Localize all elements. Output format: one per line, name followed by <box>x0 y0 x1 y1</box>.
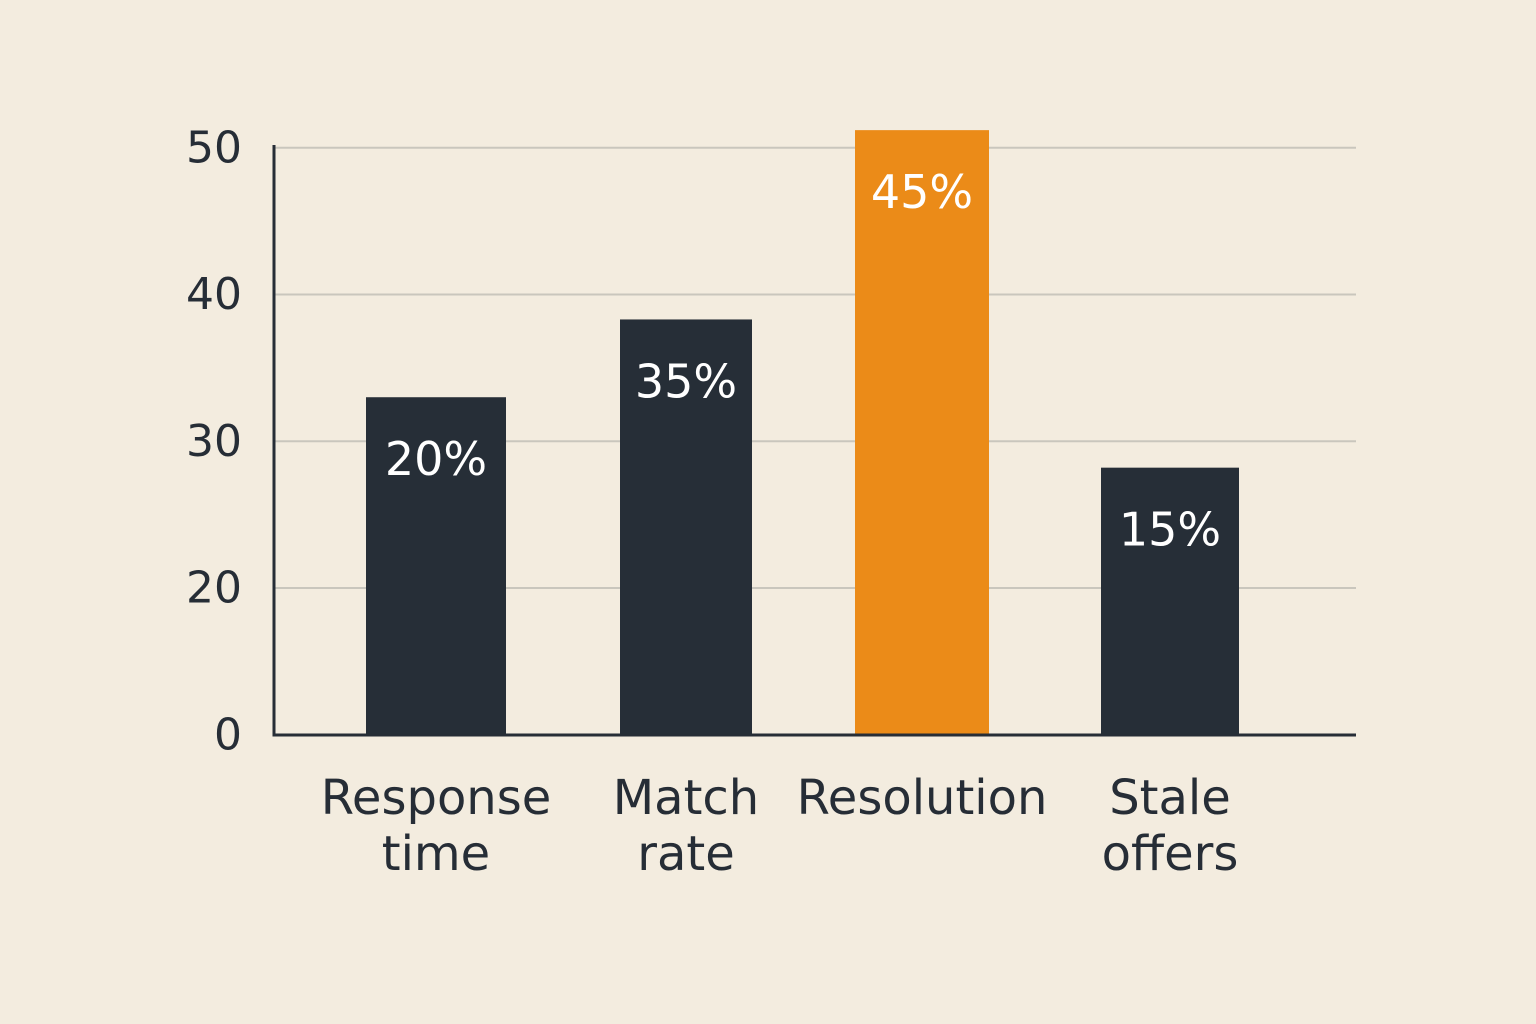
bar-response-time <box>366 397 506 735</box>
y-tick-label-30: 30 <box>186 416 242 467</box>
x-tick-label-resolution: Resolution <box>797 770 1048 826</box>
bar-match-rate <box>620 319 752 735</box>
data-label-3: 15% <box>1119 503 1221 557</box>
x-tick-label-stale-offers: Stale offers <box>1102 770 1239 882</box>
labels: 0 20 30 40 50 20% 35% 45% 15% Response time Match ra… <box>186 122 1238 882</box>
x-tick-label-match-rate: Match rate <box>613 770 759 882</box>
y-tick-label-40: 40 <box>186 269 242 320</box>
y-tick-label-0: 0 <box>214 710 242 761</box>
y-tick-label-20: 20 <box>186 563 242 614</box>
bar-resolution <box>855 130 989 735</box>
data-label-0: 20% <box>385 432 487 486</box>
data-label-2: 45% <box>871 165 973 219</box>
data-label-1: 35% <box>635 354 737 408</box>
bar-stale-offers <box>1101 467 1239 735</box>
axes <box>272 145 1356 737</box>
x-tick-label-response-time: Response time <box>321 770 552 882</box>
bars <box>366 130 1239 735</box>
y-tick-label-50: 50 <box>186 122 242 173</box>
